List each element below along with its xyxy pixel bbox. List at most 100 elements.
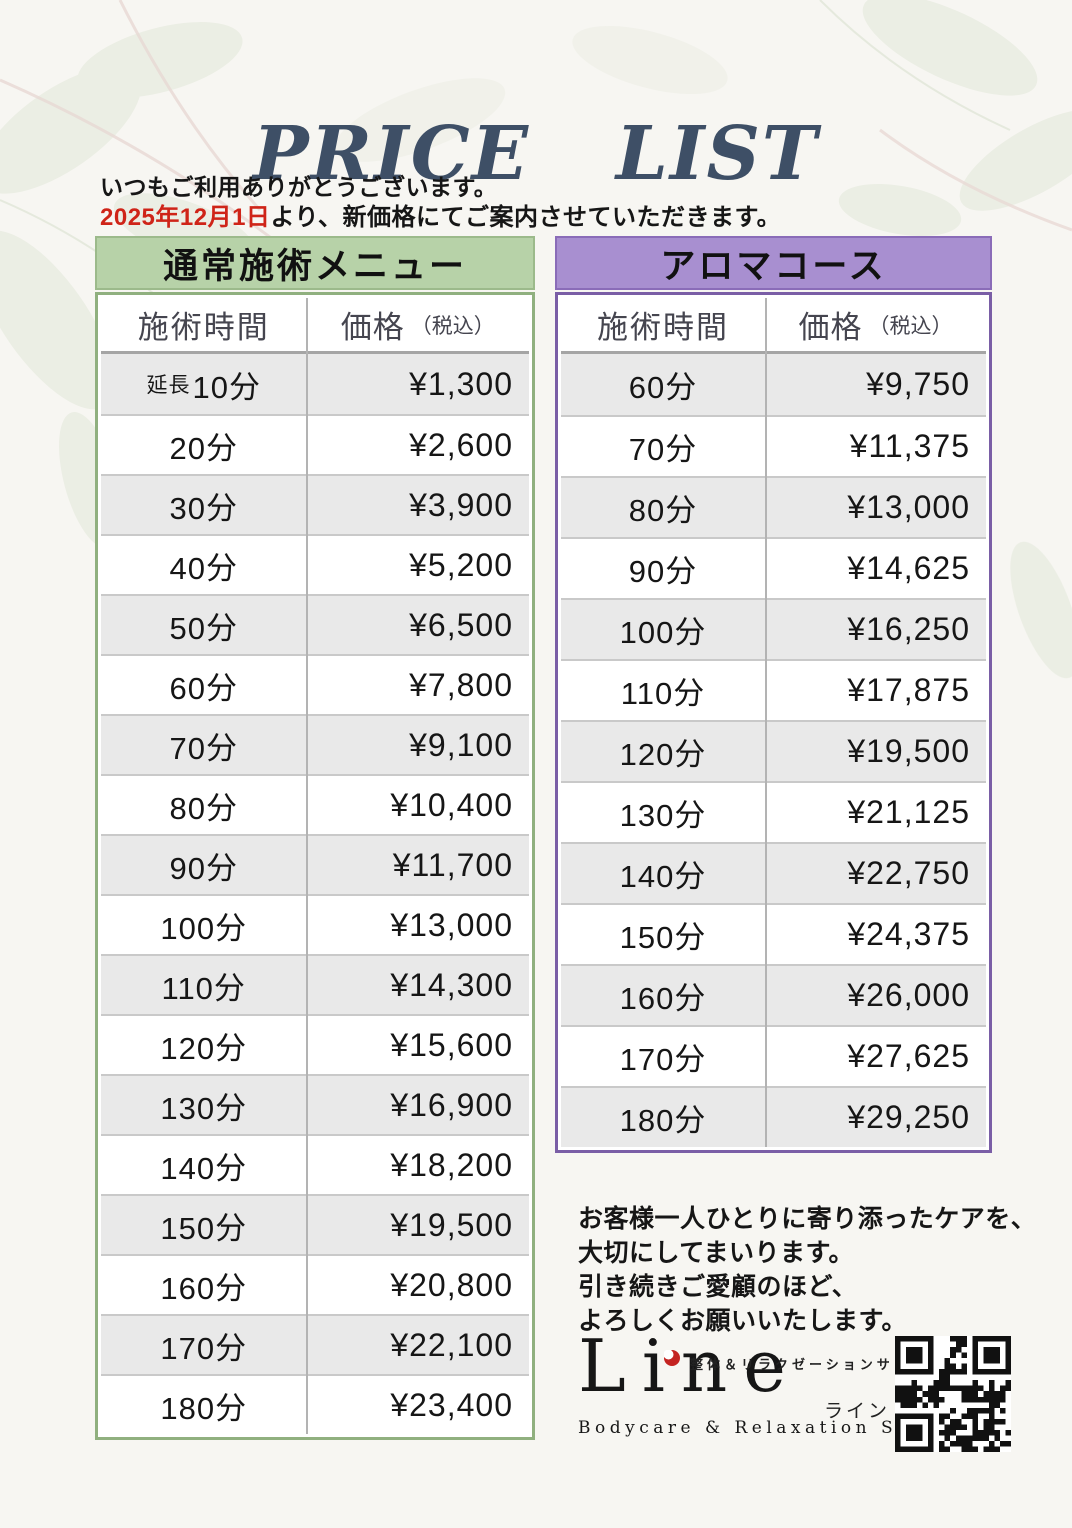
page-title: PRICE LIST bbox=[253, 110, 819, 197]
price-cell: ¥20,800 bbox=[390, 1266, 513, 1303]
table-row: 90分 ¥14,625 bbox=[561, 537, 986, 598]
column-header-time: 施術時間 bbox=[137, 310, 270, 345]
table-row: 140分 ¥22,750 bbox=[561, 842, 986, 903]
column-divider bbox=[306, 298, 309, 1434]
table-row: 80分 ¥10,400 bbox=[101, 774, 529, 834]
qr-code bbox=[895, 1336, 1011, 1452]
treatment-time-cell: 180分 bbox=[619, 1103, 707, 1138]
column-header-price: 価格 （税込） bbox=[765, 298, 986, 351]
table-row: 70分 ¥11,375 bbox=[561, 415, 986, 476]
treatment-time-cell: 80分 bbox=[628, 493, 698, 528]
salon-logo: Line 整体＆リラクゼーションサロン ライン Bodycare & Relax… bbox=[578, 1330, 947, 1456]
price-label: 価格 bbox=[340, 310, 405, 345]
treatment-time-cell: 20分 bbox=[169, 430, 238, 466]
salon-tagline-english: Bodycare & Relaxation Salon bbox=[578, 1418, 952, 1438]
aroma-course-rows: 60分 ¥9,750 70分 ¥11,375 80分 ¥13,000 90分 ¥14,625 1… bbox=[561, 354, 986, 1147]
treatment-time-cell: 120分 bbox=[160, 1030, 248, 1066]
table-row: 80分 ¥13,000 bbox=[561, 476, 986, 537]
treatment-time-cell: 130分 bbox=[619, 798, 707, 833]
treatment-time-cell: 110分 bbox=[161, 970, 246, 1006]
price-cell: ¥11,375 bbox=[849, 428, 970, 464]
table-row: 130分 ¥16,900 bbox=[101, 1074, 529, 1134]
price-cell: ¥27,625 bbox=[847, 1038, 970, 1074]
table-row: 110分 ¥17,875 bbox=[561, 659, 986, 720]
price-cell: ¥16,900 bbox=[390, 1086, 513, 1123]
treatment-time-cell: 150分 bbox=[160, 1210, 248, 1246]
price-cell: ¥11,700 bbox=[392, 846, 513, 883]
table-row: 40分 ¥5,200 bbox=[101, 534, 529, 594]
column-header-time: 施術時間 bbox=[597, 310, 729, 345]
table-row: 20分 ¥2,600 bbox=[101, 414, 529, 474]
price-cell: ¥9,750 bbox=[866, 366, 970, 402]
salon-logo-wordmark: Line bbox=[578, 1324, 802, 1408]
table-row: 150分 ¥19,500 bbox=[101, 1194, 529, 1254]
footer-message-line: 大切にしてまいります。 bbox=[578, 1239, 855, 1267]
column-header-row: 施術時間 価格 （税込） bbox=[101, 298, 529, 354]
price-cell: ¥26,000 bbox=[847, 977, 970, 1013]
treatment-time-cell: 140分 bbox=[160, 1150, 248, 1186]
treatment-time-cell: 160分 bbox=[619, 981, 707, 1016]
table-row: 100分 ¥13,000 bbox=[101, 894, 529, 954]
table-row: 160分 ¥20,800 bbox=[101, 1254, 529, 1314]
price-cell: ¥21,125 bbox=[847, 794, 970, 830]
regular-menu-table-body: 施術時間 価格 （税込） 延長 10分 ¥1,300 20分 ¥2,600 30分 ¥3,9… bbox=[95, 292, 535, 1440]
treatment-time-cell: 160分 bbox=[160, 1270, 248, 1306]
table-row: 90分 ¥11,700 bbox=[101, 834, 529, 894]
tax-included-label: （税込） bbox=[868, 314, 953, 338]
treatment-time-cell: 150分 bbox=[619, 920, 707, 955]
column-divider bbox=[764, 298, 767, 1147]
column-header-price: 価格 （税込） bbox=[306, 298, 529, 351]
table-row: 110分 ¥14,300 bbox=[101, 954, 529, 1014]
treatment-time-cell: 60分 bbox=[628, 370, 698, 405]
price-cell: ¥9,100 bbox=[409, 726, 513, 763]
treatment-time-cell: 60分 bbox=[169, 670, 238, 706]
aroma-course-table-body: 施術時間 価格 （税込） 60分 ¥9,750 70分 ¥11,375 80分 ¥13,0… bbox=[555, 292, 992, 1153]
table-row: 130分 ¥21,125 bbox=[561, 781, 986, 842]
treatment-time-cell: 100分 bbox=[619, 615, 707, 650]
price-cell: ¥5,200 bbox=[409, 546, 513, 583]
price-cell: ¥2,600 bbox=[409, 426, 513, 463]
price-cell: ¥6,500 bbox=[409, 606, 513, 643]
treatment-time-cell: 140分 bbox=[619, 859, 707, 894]
column-header-row: 施術時間 価格 （税込） bbox=[561, 298, 986, 354]
treatment-time-cell: 70分 bbox=[628, 432, 698, 467]
treatment-time-cell: 50分 bbox=[169, 610, 238, 646]
treatment-time-cell: 30分 bbox=[169, 490, 238, 526]
table-row: 60分 ¥7,800 bbox=[101, 654, 529, 714]
greeting-text: いつもご利用ありがとうございます。 bbox=[100, 174, 498, 200]
table-row: 120分 ¥15,600 bbox=[101, 1014, 529, 1074]
notice-rest: より、新価格にてご案内させていただきます。 bbox=[270, 204, 782, 231]
aroma-course-table: アロマコース 施術時間 価格 （税込） 60分 ¥9,750 70分 ¥11,375 8… bbox=[555, 236, 992, 1153]
table-row: 180分 ¥23,400 bbox=[101, 1374, 529, 1434]
price-label: 価格 bbox=[798, 310, 863, 345]
aroma-course-table-title: アロマコース bbox=[555, 236, 992, 290]
price-cell: ¥23,400 bbox=[390, 1386, 513, 1423]
salon-name-kana: ライン bbox=[824, 1401, 891, 1422]
treatment-time-cell: 170分 bbox=[619, 1042, 707, 1077]
table-row: 150分 ¥24,375 bbox=[561, 903, 986, 964]
price-cell: ¥14,300 bbox=[390, 966, 513, 1003]
treatment-time-cell: 延長 10分 bbox=[146, 369, 261, 405]
salon-tagline-japanese: 整体＆リラクゼーションサロン bbox=[690, 1357, 928, 1372]
treatment-time-cell: 40分 bbox=[169, 550, 238, 586]
notice-text: 2025年12月1日より、新価格にてご案内させていただきます。 bbox=[100, 197, 781, 232]
treatment-time-cell: 180分 bbox=[160, 1390, 248, 1426]
table-row: 100分 ¥16,250 bbox=[561, 598, 986, 659]
price-cell: ¥22,100 bbox=[390, 1326, 513, 1363]
footer-message: お客様一人ひとりに寄り添ったケアを、 大切にしてまいります。 引き続きご愛顧のほ… bbox=[578, 1202, 1036, 1338]
table-row: 120分 ¥19,500 bbox=[561, 720, 986, 781]
price-cell: ¥13,000 bbox=[847, 489, 970, 525]
table-row: 70分 ¥9,100 bbox=[101, 714, 529, 774]
footer-message-line: よろしくお願いいたします。 bbox=[578, 1307, 908, 1335]
price-cell: ¥19,500 bbox=[847, 733, 970, 769]
table-row: 50分 ¥6,500 bbox=[101, 594, 529, 654]
treatment-time-cell: 120分 bbox=[619, 737, 707, 772]
regular-menu-rows: 延長 10分 ¥1,300 20分 ¥2,600 30分 ¥3,900 40分 ¥5,200 50… bbox=[101, 354, 529, 1434]
table-row: 140分 ¥18,200 bbox=[101, 1134, 529, 1194]
price-cell: ¥16,250 bbox=[847, 611, 970, 647]
table-row: 180分 ¥29,250 bbox=[561, 1086, 986, 1147]
table-row: 30分 ¥3,900 bbox=[101, 474, 529, 534]
price-cell: ¥22,750 bbox=[847, 855, 970, 891]
footer-message-line: お客様一人ひとりに寄り添ったケアを、 bbox=[578, 1205, 1037, 1233]
price-cell: ¥18,200 bbox=[390, 1146, 513, 1183]
